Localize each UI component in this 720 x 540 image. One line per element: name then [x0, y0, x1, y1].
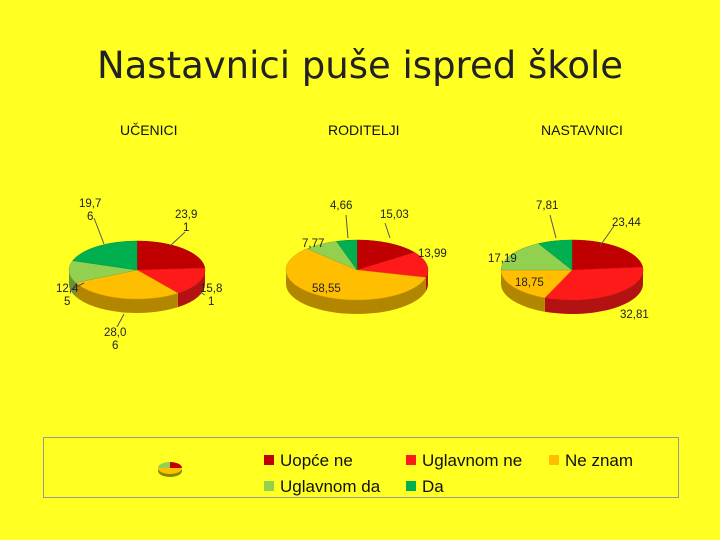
data-label-0-2: 28,0 6 [104, 327, 126, 352]
data-label-1-1: 13,99 [418, 248, 447, 260]
pie-slice-1-1 [356, 252, 429, 278]
pie-slice-1-0 [356, 239, 416, 271]
pie-side-0-1 [177, 270, 206, 308]
pie-title-roditelji: RODITELJI [328, 122, 400, 138]
legend-label: Da [422, 477, 444, 496]
leader-line-2-4 [549, 214, 557, 239]
pie-slice-2-1 [544, 266, 644, 301]
chart-legend: Uopće ne Uglavnom ne Ne znam Uglavnom da… [43, 437, 679, 498]
page-title: Nastavnici puše ispred škole [96, 44, 624, 87]
legend-item-ne-znam: Ne znam [549, 451, 633, 471]
legend-item-uopce-ne: Uopće ne [264, 451, 353, 471]
legend-swatch [264, 455, 274, 465]
legend-label: Uopće ne [280, 451, 353, 470]
legend-pie-icon [158, 462, 182, 477]
pie-slice-0-1 [136, 267, 206, 294]
pie-slice-2-2 [500, 269, 573, 298]
pie-slice-2-4 [537, 239, 573, 271]
pie-side-2-1 [544, 270, 643, 314]
leader-line-0-2 [116, 313, 125, 328]
legend-swatch [406, 455, 416, 465]
pie-slice-2-0 [571, 239, 643, 271]
data-label-2-0: 23,44 [612, 217, 641, 229]
pie-slice-1-4 [336, 239, 358, 271]
pie-slice-0-0 [136, 240, 206, 271]
leader-line-0-3 [69, 282, 85, 291]
data-label-0-0: 23,9 1 [175, 209, 197, 234]
legend-label: Uglavnom ne [422, 451, 523, 470]
pie-side-0-2 [75, 282, 178, 313]
pie-side-1-1 [425, 270, 428, 292]
pie-slice-0-2 [75, 269, 179, 300]
pie-1: 15,03 13,99 58,55 7,77 4,66 [285, 200, 447, 314]
leader-line-1-0 [384, 222, 391, 239]
data-label-0-1: 15,8 1 [200, 283, 222, 308]
pie-side-1-2 [286, 270, 426, 314]
data-label-2-2: 18,75 [515, 277, 544, 289]
data-label-2-4: 7,81 [536, 200, 558, 212]
legend-item-da: Da [406, 477, 444, 497]
data-label-1-4: 4,66 [330, 200, 352, 212]
pie-slice-1-2 [285, 248, 427, 301]
pie-side-2-2 [501, 270, 545, 312]
legend-label: Uglavnom da [280, 477, 381, 496]
leader-line-0-1 [199, 291, 206, 296]
pie-slice-2-3 [500, 243, 573, 271]
pie-title-nastavnici: NASTAVNICI [541, 122, 623, 138]
leader-line-0-0 [169, 231, 186, 247]
legend-swatch [406, 481, 416, 491]
legend-label: Ne znam [565, 451, 634, 470]
data-label-0-3: 12,4 5 [56, 283, 79, 308]
pie-slice-0-4 [72, 240, 138, 271]
legend-swatch [264, 481, 274, 491]
pie-title-ucenici: UČENICI [120, 122, 178, 138]
data-label-0-4: 19,7 6 [79, 198, 101, 223]
legend-swatch [549, 455, 559, 465]
data-label-1-3: 7,77 [302, 238, 324, 250]
pie-0: 23,9 1 15,8 1 28,0 6 12,4 5 19,7 6 [56, 198, 222, 352]
pie-2: 23,44 32,81 18,75 17,19 7,81 [488, 200, 649, 321]
legend-item-uglavnom-ne: Uglavnom ne [406, 451, 522, 471]
data-label-2-1: 32,81 [620, 309, 649, 321]
data-label-1-0: 15,03 [380, 209, 409, 221]
legend-item-uglavnom-da: Uglavnom da [264, 477, 380, 497]
data-label-2-3: 17,19 [488, 253, 517, 265]
leader-line-0-4 [93, 217, 105, 245]
leader-line-1-4 [345, 214, 349, 239]
leader-line-2-0 [599, 225, 615, 247]
data-label-1-2: 58,55 [312, 283, 341, 295]
